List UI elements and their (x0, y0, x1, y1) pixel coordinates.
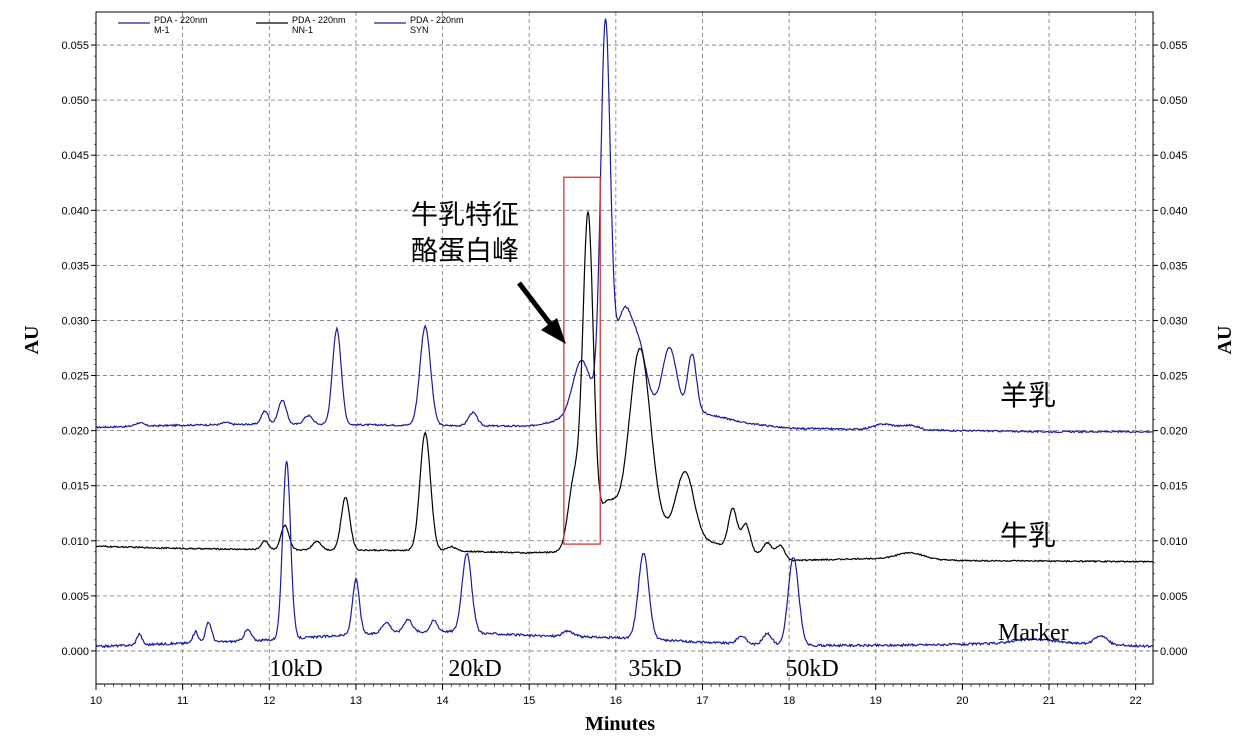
y-tick-label-right: 0.055 (1160, 40, 1188, 52)
y-tick-label-left: 0.045 (61, 150, 89, 162)
y-tick-label-left: 0.010 (61, 536, 89, 548)
callout-text-line2: 酪蛋白峰 (411, 236, 519, 267)
axes: 0.000 0.000 0.005 0.005 0.010 0.010 0.015 0.015… (61, 22, 1188, 707)
series-m-1-line (95, 18, 1154, 434)
marker-label-10kd: 10kD (269, 656, 322, 682)
y-tick-label-left: 0.025 (61, 371, 89, 383)
series-nn-1-line (95, 211, 1153, 563)
y-tick-label-right: 0.015 (1160, 481, 1188, 493)
x-tick-label: 10 (90, 695, 102, 707)
y-tick-label-left: 0.000 (61, 646, 89, 658)
y-tick-label-left: 0.030 (61, 315, 89, 327)
y-tick-label-right: 0.025 (1160, 371, 1188, 383)
y-tick-label-left: 0.040 (61, 205, 89, 217)
x-tick-label: 20 (956, 695, 968, 707)
x-tick-label: 16 (610, 695, 622, 707)
x-tick-label: 13 (350, 695, 362, 707)
y-tick-label-right: 0.040 (1160, 205, 1188, 217)
x-tick-label: 15 (523, 695, 535, 707)
y-tick-label-right: 0.020 (1160, 426, 1188, 438)
legend-label: M-1 (154, 25, 170, 35)
y-axis-title-right: AU (1214, 326, 1236, 355)
y-axis-title-left: AU (21, 326, 43, 355)
x-tick-label: 11 (177, 695, 188, 707)
grid (96, 12, 1153, 684)
y-tick-label-right: 0.010 (1160, 536, 1188, 548)
x-tick-label: 22 (1130, 695, 1142, 707)
callout-arrow-head (541, 318, 566, 344)
y-tick-label-right: 0.000 (1160, 646, 1188, 658)
series-label-cow: 牛乳 (1000, 519, 1056, 552)
series-label-goat: 羊乳 (1000, 379, 1056, 412)
y-tick-label-right: 0.045 (1160, 150, 1188, 162)
y-tick-label-left: 0.035 (61, 260, 89, 272)
x-tick-label: 12 (263, 695, 275, 707)
legend-label: PDA - 220nm (292, 15, 346, 25)
series-label-marker: Marker (998, 620, 1069, 646)
y-tick-label-right: 0.050 (1160, 95, 1188, 107)
marker-label-35kd: 35kD (628, 656, 681, 682)
legend-label: PDA - 220nm (410, 15, 464, 25)
y-tick-label-left: 0.015 (61, 481, 89, 493)
y-tick-label-left: 0.050 (61, 95, 89, 107)
y-tick-label-left: 0.020 (61, 426, 89, 438)
x-axis-title: Minutes (585, 713, 655, 735)
plot-frame (95, 11, 1154, 685)
legend-label: NN-1 (292, 25, 313, 35)
annotations (517, 176, 601, 545)
x-tick-label: 17 (696, 695, 708, 707)
x-tick-label: 18 (783, 695, 795, 707)
y-tick-label-right: 0.030 (1160, 315, 1188, 327)
series-syn-line (95, 460, 1154, 649)
x-tick-label: 14 (436, 695, 448, 707)
callout-arrow-shaft (517, 281, 557, 332)
y-tick-label-right: 0.035 (1160, 260, 1188, 272)
y-tick-label-left: 0.005 (61, 591, 89, 603)
marker-label-20kd: 20kD (448, 656, 501, 682)
y-tick-label-right: 0.005 (1160, 591, 1188, 603)
series-layer (95, 18, 1154, 649)
marker-label-50kd: 50kD (785, 656, 838, 682)
x-tick-label: 21 (1043, 695, 1055, 707)
y-tick-label-left: 0.055 (61, 40, 89, 52)
legend-label: SYN (410, 25, 429, 35)
x-tick-label: 19 (870, 695, 882, 707)
casein-peak-highlight-box (563, 176, 601, 545)
legend-label: PDA - 220nm (154, 15, 208, 25)
callout-text-line1: 牛乳特征 (411, 200, 519, 231)
